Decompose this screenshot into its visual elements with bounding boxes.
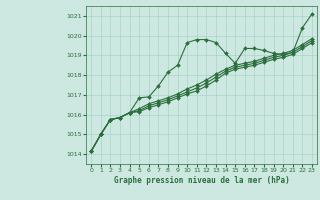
X-axis label: Graphe pression niveau de la mer (hPa): Graphe pression niveau de la mer (hPa) [114,176,290,185]
